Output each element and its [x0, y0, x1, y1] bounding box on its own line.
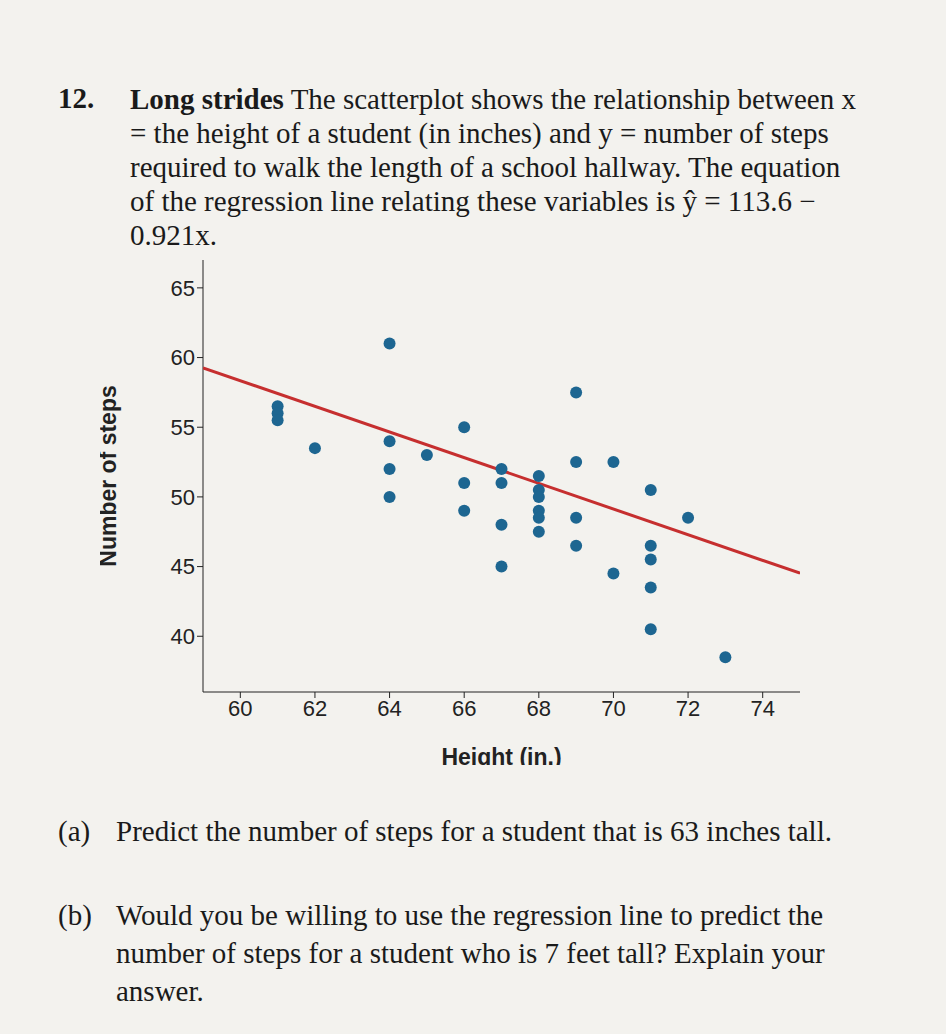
svg-text:72: 72 — [676, 696, 700, 721]
svg-text:66: 66 — [452, 696, 476, 721]
svg-text:60: 60 — [228, 696, 252, 721]
html-text:(b): (b) — [58, 899, 92, 931]
html-text:Would you be willing to use th: Would you be willing to use the regressi… — [116, 899, 825, 1007]
html-text:12.: 12. — [58, 82, 95, 114]
svg-text:64: 64 — [377, 696, 401, 721]
svg-text:50: 50 — [171, 485, 195, 510]
svg-text:68: 68 — [527, 696, 551, 721]
svg-text:70: 70 — [601, 696, 625, 721]
svg-text:55: 55 — [171, 415, 195, 440]
html-text:(a): (a) — [58, 815, 91, 847]
html-text:Long strides The scatterplot s: Long strides The scatterplot shows the r… — [130, 83, 856, 251]
svg-text:45: 45 — [171, 554, 195, 579]
svg-text:40: 40 — [171, 624, 195, 649]
svg-text:65: 65 — [171, 276, 195, 301]
svg-text:Number of steps: Number of steps — [100, 385, 121, 566]
svg-text:62: 62 — [303, 696, 327, 721]
svg-text:Height (in.): Height (in.) — [441, 744, 561, 765]
html-text:Predict the number of steps fo: Predict the number of steps for a studen… — [116, 815, 832, 847]
svg-text:74: 74 — [750, 696, 774, 721]
svg-text:60: 60 — [171, 345, 195, 370]
